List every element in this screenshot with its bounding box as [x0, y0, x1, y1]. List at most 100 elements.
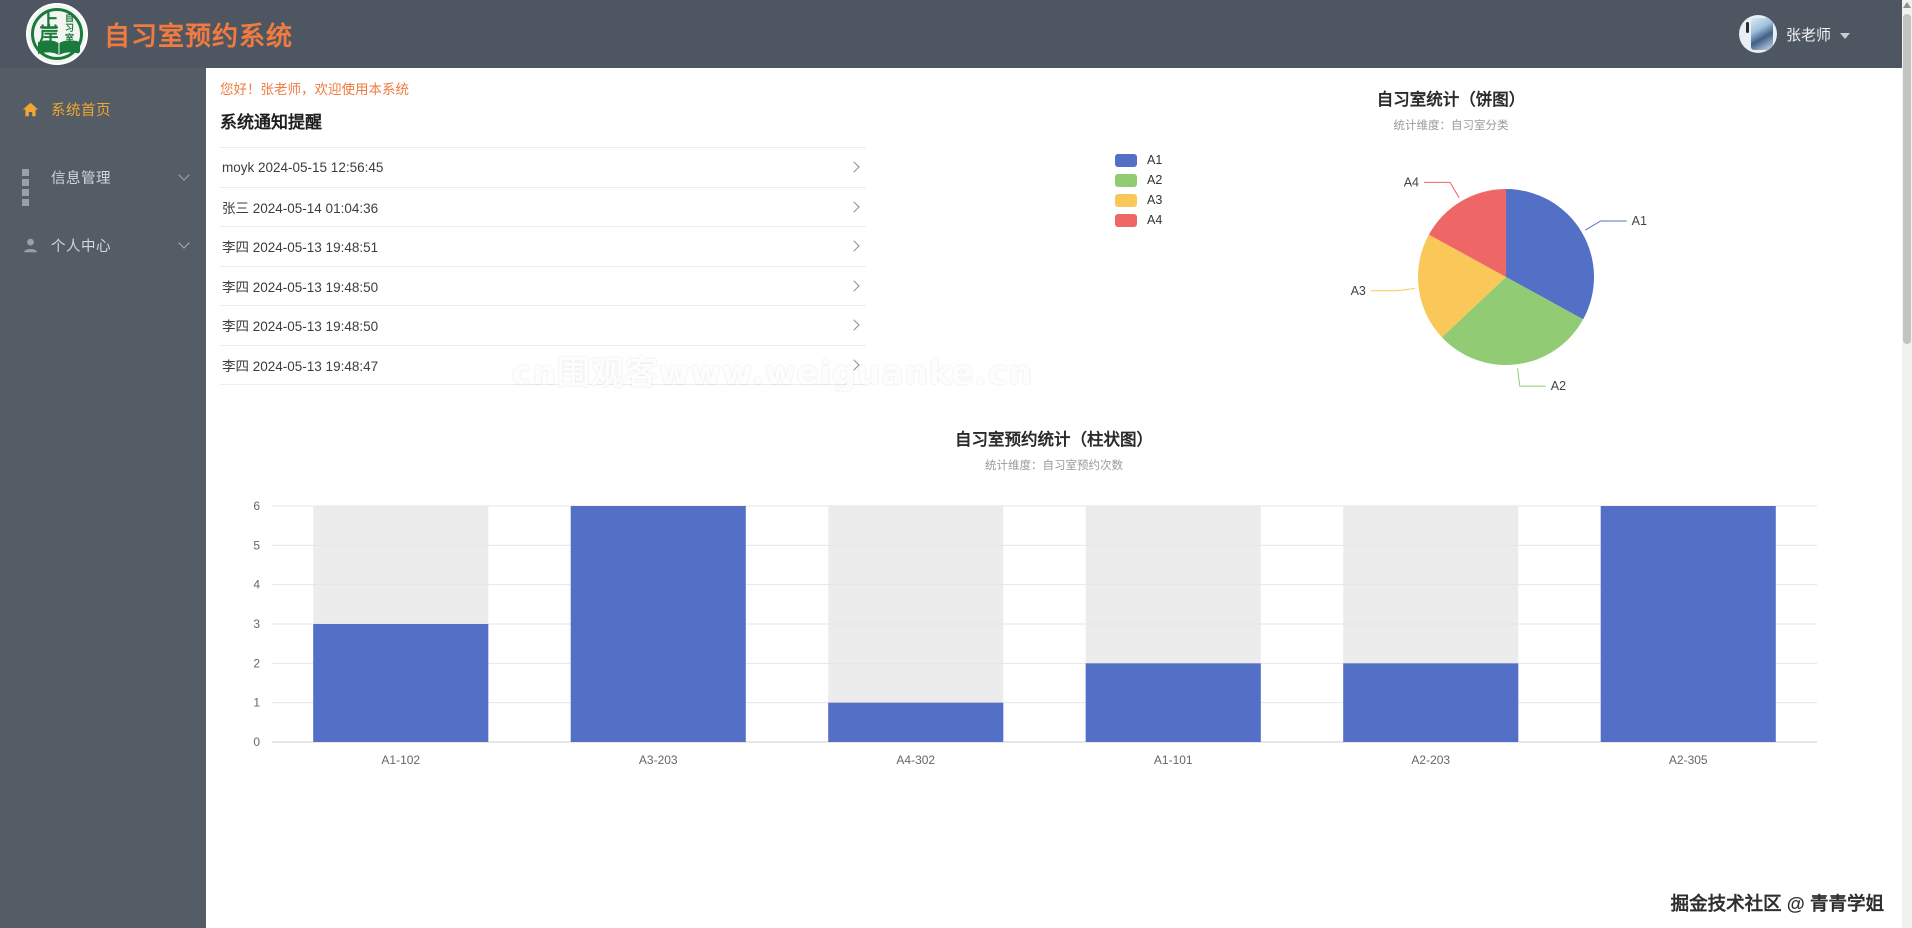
- sidebar-item-info-management[interactable]: 信息管理: [0, 154, 206, 206]
- pie-label-leader: [1370, 288, 1415, 292]
- sidebar-item-label: 信息管理: [51, 170, 111, 187]
- page-scrollbar[interactable]: [1902, 0, 1912, 928]
- chevron-down-icon[interactable]: [178, 169, 190, 181]
- grid-icon: [22, 168, 39, 206]
- home-icon: [22, 102, 39, 116]
- chevron-right-icon[interactable]: [848, 161, 860, 173]
- user-icon: [24, 238, 37, 252]
- y-axis-tick-label: 4: [253, 578, 260, 592]
- pie-slice[interactable]: [1428, 189, 1506, 277]
- pie-label-leader: [1584, 220, 1627, 231]
- list-item-label: 张三 2024-05-14 01:04:36: [222, 200, 379, 216]
- x-axis-tick-label: A3-203: [639, 753, 678, 767]
- legend-item[interactable]: A2: [1115, 170, 1162, 190]
- notice-panel: 您好！张老师，欢迎使用本系统 系统通知提醒 moyk 2024-05-15 12…: [220, 78, 866, 385]
- bar[interactable]: [313, 624, 489, 742]
- list-item[interactable]: 李四 2024-05-13 19:48:50: [220, 267, 866, 306]
- pie-label-leader: [1517, 368, 1546, 387]
- logo-mark-text: 上岸: [39, 10, 59, 45]
- list-item[interactable]: 李四 2024-05-13 19:48:50: [220, 306, 866, 346]
- bar-chart-card: 自习室预约统计（柱状图） 统计维度：自习室预约次数 0 1 2 3 4 5 6 A1-102 A…: [214, 418, 1894, 798]
- app-header: 上岸 自习室 自习室预约系统 张老师: [0, 0, 1902, 68]
- main-content: 您好！张老师，欢迎使用本系统 系统通知提醒 moyk 2024-05-15 12…: [206, 68, 1902, 928]
- bar[interactable]: [1600, 506, 1776, 742]
- pie-slice-label: A1: [1632, 214, 1647, 228]
- y-axis-tick-label: 2: [253, 656, 260, 670]
- sidebar-item-label: 系统首页: [51, 102, 111, 119]
- bar-chart-subtitle: 统计维度：自习室预约次数: [985, 460, 1123, 472]
- legend-item[interactable]: A3: [1115, 190, 1162, 210]
- pie-slice-label: A4: [1404, 175, 1419, 189]
- y-axis-tick-label: 1: [253, 696, 260, 710]
- pie-slice[interactable]: [1506, 189, 1594, 320]
- y-axis-tick-label: 0: [253, 735, 260, 749]
- chevron-down-icon[interactable]: [1840, 32, 1850, 39]
- legend-label: A1: [1147, 153, 1163, 167]
- app-logo-icon: 上岸 自习室: [26, 3, 88, 65]
- legend-label: A2: [1147, 173, 1163, 187]
- chevron-right-icon[interactable]: [848, 319, 860, 331]
- list-item[interactable]: 张三 2024-05-14 01:04:36: [220, 188, 866, 227]
- notice-heading: 系统通知提醒: [220, 113, 322, 132]
- legend-swatch: [1115, 193, 1137, 207]
- pie-chart-legend: A1 A2 A3 A4: [1115, 150, 1162, 230]
- bar-chart-header: 自习室预约统计（柱状图） 统计维度：自习室预约次数: [214, 418, 1894, 473]
- pie-label-leader: [1424, 181, 1460, 199]
- chevron-right-icon[interactable]: [848, 201, 860, 213]
- bar-chart-plot[interactable]: 0 1 2 3 4 5 6 A1-102 A3-203 A4-302 A1-101 A2-203 A2-…: [214, 490, 1894, 790]
- list-item-label: moyk 2024-05-15 12:56:45: [222, 159, 384, 175]
- list-item[interactable]: 李四 2024-05-13 19:48:51: [220, 227, 866, 267]
- chevron-right-icon[interactable]: [848, 280, 860, 292]
- pie-slice[interactable]: [1418, 234, 1506, 338]
- list-item[interactable]: 李四 2024-05-13 19:48:47: [220, 346, 866, 385]
- user-menu[interactable]: 张老师: [1738, 15, 1850, 53]
- pie-slice-label: A3: [1351, 284, 1366, 298]
- bar[interactable]: [570, 506, 746, 742]
- pie-chart-title: 自习室统计（饼图）: [1376, 91, 1526, 109]
- notice-list: moyk 2024-05-15 12:56:45 张三 2024-05-14 0…: [220, 147, 866, 385]
- brand: 上岸 自习室 自习室预约系统: [0, 3, 293, 65]
- list-item[interactable]: moyk 2024-05-15 12:56:45: [220, 148, 866, 188]
- bar[interactable]: [828, 702, 1004, 742]
- x-axis-tick-label: A1-102: [381, 753, 420, 767]
- pie-chart-subtitle: 统计维度：自习室分类: [1393, 120, 1509, 132]
- legend-item[interactable]: A4: [1115, 210, 1162, 230]
- legend-swatch: [1115, 153, 1137, 167]
- legend-item[interactable]: A1: [1115, 150, 1162, 170]
- pie-slice-label: A2: [1551, 379, 1566, 393]
- pie-chart-plot[interactable]: A1 A2 A3 A4: [1321, 149, 1741, 404]
- pie-chart-card: 自习室统计（饼图） 统计维度：自习室分类 A1 A2 A3 A4 A1 A2 A3 A…: [866, 74, 1896, 414]
- sidebar: 系统首页 信息管理 个人中心: [0, 68, 206, 928]
- greeting-text: 您好！张老师，欢迎使用本系统: [220, 82, 409, 97]
- x-axis-tick-label: A1-101: [1154, 753, 1193, 767]
- chevron-right-icon[interactable]: [848, 359, 860, 371]
- sidebar-item-personal-center[interactable]: 个人中心: [0, 222, 206, 268]
- book-icon: [38, 40, 80, 55]
- list-item-label: 李四 2024-05-13 19:48:51: [222, 240, 379, 256]
- watermark-bottom-right: 掘金技术社区 @ 青青学姐: [1670, 893, 1884, 914]
- sidebar-item-label: 个人中心: [51, 238, 111, 255]
- list-item-label: 李四 2024-05-13 19:48:50: [222, 319, 379, 335]
- pie-chart-header: 自习室统计（饼图） 统计维度：自习室分类: [1206, 86, 1696, 133]
- avatar: [1738, 15, 1777, 53]
- legend-label: A4: [1147, 213, 1163, 227]
- y-axis-tick-label: 5: [253, 538, 260, 552]
- bar[interactable]: [1343, 663, 1519, 742]
- legend-swatch: [1115, 213, 1137, 227]
- list-item-label: 李四 2024-05-13 19:48:47: [222, 358, 379, 374]
- bar-chart-title: 自习室预约统计（柱状图）: [955, 431, 1153, 449]
- scroll-up-icon[interactable]: [1903, 2, 1911, 8]
- logo-vertical-text: 自习室: [64, 13, 74, 43]
- user-name: 张老师: [1785, 26, 1831, 44]
- legend-swatch: [1115, 173, 1137, 187]
- sidebar-item-home[interactable]: 系统首页: [0, 86, 206, 132]
- scrollbar-thumb[interactable]: [1903, 14, 1911, 344]
- y-axis-tick-label: 6: [253, 499, 260, 513]
- y-axis-tick-label: 3: [253, 617, 260, 631]
- chevron-right-icon[interactable]: [848, 240, 860, 252]
- bar[interactable]: [1085, 663, 1261, 742]
- chevron-down-icon[interactable]: [178, 237, 190, 249]
- page-title: 自习室预约系统: [104, 20, 294, 51]
- list-item-label: 李四 2024-05-13 19:48:50: [222, 279, 379, 295]
- pie-slice[interactable]: [1441, 277, 1584, 365]
